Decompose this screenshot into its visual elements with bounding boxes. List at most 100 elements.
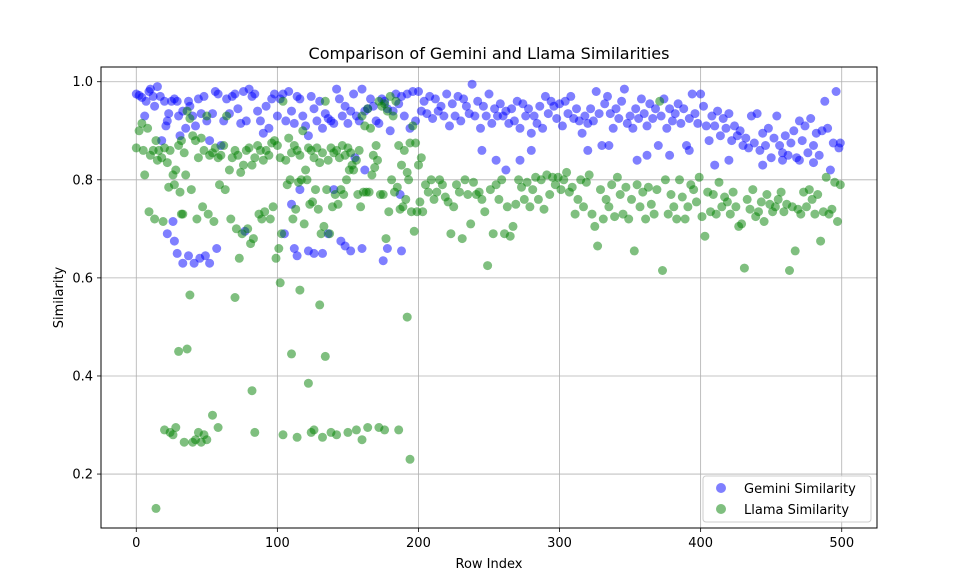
gemini-point: [583, 145, 593, 155]
gemini-point: [199, 91, 209, 101]
llama-point: [151, 136, 161, 146]
llama-point: [186, 185, 196, 195]
llama-point: [414, 160, 423, 170]
gemini-point: [704, 136, 714, 146]
llama-point: [477, 194, 487, 204]
gemini-point: [538, 123, 548, 133]
llama-point: [239, 160, 248, 170]
gemini-point: [679, 104, 689, 114]
llama-point: [827, 204, 837, 214]
gemini-point: [690, 109, 700, 119]
llama-point: [511, 199, 521, 209]
gemini-point: [800, 121, 810, 131]
llama-point: [347, 160, 357, 170]
gemini-point: [250, 89, 260, 99]
y-tick-label: 0.8: [72, 173, 93, 188]
gemini-point: [625, 111, 635, 121]
llama-point: [663, 209, 673, 219]
llama-point: [222, 111, 232, 121]
gemini-point: [600, 99, 610, 109]
llama-point: [332, 430, 342, 440]
gemini-point: [162, 116, 172, 126]
gemini-point: [366, 94, 375, 104]
llama-point: [171, 165, 181, 175]
gemini-point: [665, 150, 675, 160]
llama-point: [519, 194, 529, 204]
llama-point: [398, 202, 408, 212]
gemini-point: [272, 111, 282, 121]
llama-point: [669, 202, 679, 212]
llama-point: [562, 167, 572, 177]
llama-point: [131, 143, 141, 153]
gemini-point: [140, 111, 150, 121]
gemini-point: [164, 109, 174, 119]
gemini-point: [261, 101, 271, 111]
gemini-point: [580, 111, 590, 121]
llama-series: [131, 91, 845, 513]
llama-point: [779, 207, 789, 217]
llama-point: [770, 202, 780, 212]
gemini-point: [524, 104, 533, 114]
llama-point: [230, 293, 240, 302]
llama-point: [174, 346, 184, 356]
llama-point: [570, 209, 580, 219]
llama-point: [402, 167, 412, 177]
gemini-point: [255, 116, 265, 126]
llama-point: [264, 150, 274, 160]
llama-point: [635, 202, 645, 212]
llama-point: [220, 185, 230, 195]
llama-point: [675, 175, 684, 185]
llama-point: [387, 175, 397, 185]
llama-point: [821, 172, 831, 182]
llama-point: [429, 194, 439, 204]
gemini-point: [608, 123, 618, 133]
llama-point: [320, 351, 330, 361]
llama-point: [295, 150, 305, 160]
llama-point: [607, 180, 617, 190]
gemini-point: [241, 116, 251, 126]
llama-point: [449, 202, 459, 212]
gemini-point: [806, 114, 816, 123]
gemini-point: [445, 121, 454, 131]
gemini-point: [604, 141, 614, 150]
gemini-point: [835, 138, 845, 148]
gemini-point: [298, 111, 308, 121]
llama-point: [275, 278, 285, 288]
llama-point: [150, 214, 160, 224]
llama-point: [587, 209, 597, 219]
llama-point: [785, 266, 794, 275]
gemini-point: [205, 258, 215, 268]
llama-point: [357, 111, 367, 121]
legend-marker-gemini: [716, 483, 726, 493]
legend-marker-llama: [716, 504, 726, 514]
llama-point: [725, 209, 735, 219]
gemini-point: [603, 91, 612, 101]
llama-point: [835, 180, 845, 190]
llama-point: [196, 133, 206, 143]
llama-point: [202, 435, 212, 445]
gemini-point: [470, 111, 480, 121]
llama-point: [392, 182, 402, 192]
llama-point: [308, 197, 318, 207]
gemini-point: [794, 155, 804, 165]
gemini-point: [178, 258, 188, 268]
llama-point: [371, 141, 381, 150]
gemini-point: [414, 87, 423, 96]
llama-point: [731, 202, 741, 212]
gemini-point: [397, 246, 406, 256]
gemini-point: [477, 145, 487, 155]
gemini-point: [281, 116, 291, 126]
gemini-point: [309, 104, 319, 114]
llama-point: [737, 219, 747, 229]
gemini-point: [588, 116, 598, 126]
llama-point: [660, 175, 670, 185]
llama-point: [694, 172, 704, 182]
gemini-point: [312, 116, 322, 126]
llama-point: [381, 234, 391, 244]
llama-point: [274, 244, 284, 253]
llama-point: [612, 172, 622, 182]
llama-point: [181, 170, 191, 180]
gemini-point: [823, 123, 833, 133]
llama-point: [277, 229, 287, 239]
llama-point: [401, 194, 411, 204]
